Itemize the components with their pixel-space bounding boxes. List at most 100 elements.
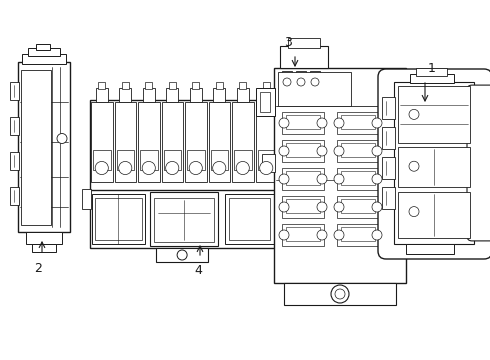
Circle shape xyxy=(317,202,327,212)
Bar xyxy=(406,224,434,240)
Bar xyxy=(337,112,379,134)
Bar xyxy=(258,150,275,170)
Circle shape xyxy=(334,202,344,212)
Bar xyxy=(232,102,253,182)
Circle shape xyxy=(334,118,344,128)
Bar xyxy=(260,92,270,112)
Bar xyxy=(406,244,454,254)
Bar xyxy=(280,46,328,68)
Bar xyxy=(410,74,454,83)
Bar xyxy=(92,194,145,244)
Circle shape xyxy=(335,289,345,299)
Bar xyxy=(225,194,274,244)
Bar xyxy=(82,189,91,209)
Circle shape xyxy=(279,118,289,128)
Bar xyxy=(263,82,270,89)
Bar xyxy=(145,82,152,89)
Bar xyxy=(286,143,320,157)
Circle shape xyxy=(260,161,273,175)
Bar xyxy=(32,244,56,252)
Bar xyxy=(282,168,324,190)
Circle shape xyxy=(372,202,382,212)
Bar xyxy=(286,199,320,213)
Bar xyxy=(156,248,208,262)
Bar xyxy=(234,150,251,170)
Bar xyxy=(211,150,228,170)
Circle shape xyxy=(166,161,179,175)
Bar xyxy=(394,82,474,244)
Circle shape xyxy=(334,230,344,240)
Circle shape xyxy=(372,230,382,240)
Bar xyxy=(382,157,395,179)
Circle shape xyxy=(372,118,382,128)
Bar xyxy=(117,150,134,170)
Bar xyxy=(96,88,108,102)
Circle shape xyxy=(334,174,344,184)
Bar xyxy=(185,102,206,182)
Bar xyxy=(406,88,434,104)
Bar xyxy=(256,88,275,116)
Text: 1: 1 xyxy=(428,62,436,75)
Bar xyxy=(167,88,178,102)
Bar xyxy=(28,48,60,56)
Circle shape xyxy=(213,161,226,175)
Bar xyxy=(213,88,225,102)
Bar xyxy=(36,44,50,50)
Bar xyxy=(286,171,320,185)
FancyBboxPatch shape xyxy=(467,85,490,241)
Circle shape xyxy=(317,174,327,184)
Bar xyxy=(337,224,379,246)
Bar xyxy=(337,168,379,190)
Bar xyxy=(341,171,375,185)
Bar xyxy=(286,227,320,241)
Text: 2: 2 xyxy=(34,261,42,274)
Circle shape xyxy=(57,134,67,144)
Bar xyxy=(286,115,320,129)
Bar xyxy=(260,88,272,102)
Circle shape xyxy=(279,230,289,240)
Circle shape xyxy=(297,78,305,86)
Bar xyxy=(120,88,131,102)
Bar xyxy=(150,192,218,246)
Bar xyxy=(21,70,51,225)
Bar xyxy=(10,152,19,170)
Circle shape xyxy=(409,109,419,120)
Bar xyxy=(278,72,351,106)
Bar xyxy=(216,82,223,89)
Circle shape xyxy=(317,146,327,156)
Bar xyxy=(282,196,324,218)
Bar xyxy=(337,196,379,218)
Bar xyxy=(382,187,395,209)
Bar xyxy=(162,102,183,182)
Bar xyxy=(296,71,306,87)
Bar xyxy=(474,98,488,228)
Bar xyxy=(239,82,246,89)
Bar xyxy=(164,150,181,170)
Text: 4: 4 xyxy=(194,264,202,276)
Bar xyxy=(209,102,230,182)
Circle shape xyxy=(334,146,344,156)
Bar xyxy=(187,150,204,170)
Bar xyxy=(406,146,434,163)
Circle shape xyxy=(279,174,289,184)
Bar xyxy=(341,199,375,213)
Bar xyxy=(282,112,324,134)
Circle shape xyxy=(372,146,382,156)
Bar xyxy=(154,198,214,242)
Bar xyxy=(288,38,320,48)
Bar xyxy=(278,189,287,209)
Circle shape xyxy=(409,161,419,171)
Bar xyxy=(18,62,70,232)
Circle shape xyxy=(119,161,132,175)
Circle shape xyxy=(331,285,349,303)
Circle shape xyxy=(142,161,155,175)
Circle shape xyxy=(317,118,327,128)
Bar xyxy=(26,232,62,244)
Bar xyxy=(382,127,395,149)
Circle shape xyxy=(95,161,108,175)
Bar xyxy=(406,185,434,201)
Bar xyxy=(337,140,379,162)
Bar xyxy=(341,143,375,157)
Bar xyxy=(406,166,434,182)
Bar xyxy=(143,88,155,102)
